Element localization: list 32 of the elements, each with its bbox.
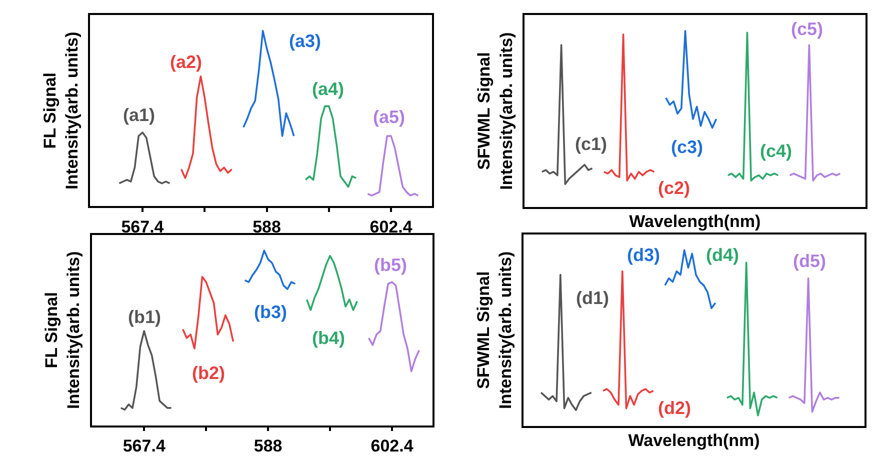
annotation: (d2): [658, 398, 691, 418]
annotation: (a4): [312, 79, 344, 99]
y-axis-title: FL Signal Intensity(arb. units): [42, 251, 84, 410]
annotation: (a1): [123, 105, 156, 125]
annotation: (d4): [706, 245, 739, 265]
x-tick-label: 602.4: [370, 217, 413, 236]
x-tick-label: 602.4: [370, 436, 414, 456]
x-tick-label: 567.4: [121, 217, 164, 236]
x-axis-title: Wavelength(nm): [629, 212, 761, 232]
x-tick-label: 588: [252, 217, 281, 236]
annotation: (b4): [312, 328, 345, 348]
annotation: (d1): [576, 288, 609, 308]
annotation: (a2): [170, 52, 202, 72]
annotation: (c5): [791, 19, 824, 39]
annotation: (c1): [575, 134, 608, 154]
x-tick-label: 588: [254, 436, 282, 456]
y-axis-title: FL Signal Intensity(arb. units): [40, 32, 82, 190]
annotation: (b3): [254, 302, 287, 322]
annotation: (b1): [128, 307, 161, 327]
annotation: (d5): [793, 251, 826, 271]
annotation: (c2): [658, 178, 690, 198]
annotation: (c4): [760, 141, 792, 161]
annotation: (c3): [671, 137, 704, 157]
y-axis-title: SFWML Signal Intensity(arb. units): [474, 251, 515, 410]
x-tick-label: 567.4: [122, 436, 166, 456]
annotation: (a5): [373, 107, 406, 127]
annotation: (b5): [374, 255, 407, 275]
x-axis-title: Wavelength(nm): [628, 430, 760, 450]
annotation: (a3): [289, 31, 322, 51]
annotation: (d3): [627, 245, 660, 265]
annotation: (b2): [192, 363, 225, 383]
y-axis-title: SFWML Signal Intensity(arb. units): [474, 32, 516, 190]
